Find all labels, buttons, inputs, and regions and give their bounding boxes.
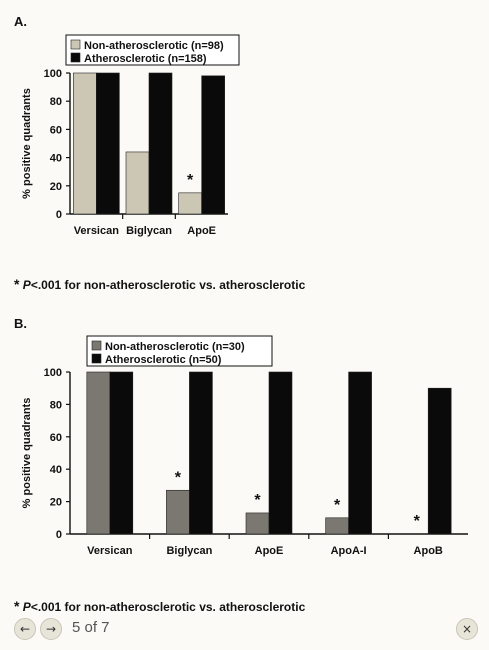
chart-a: 0 20 40 60 80 100 % positive quadrants Versican…	[21, 34, 240, 237]
chart-b-category-label-3: ApoA-I	[331, 545, 367, 557]
chart-a-ytick-label-4: 80	[50, 96, 62, 108]
footnote-b: * P<.001 for non-atherosclerotic vs. ath…	[14, 598, 305, 614]
footnote-a-p: P	[22, 278, 31, 292]
chart-b-bar-non-athero-2	[245, 512, 270, 535]
footnote-b-text: <.001 for non-atherosclerotic vs. athero…	[30, 600, 306, 614]
chart-b-category-label-0: Versican	[87, 545, 133, 557]
chart-b-legend-swatch-0	[91, 340, 102, 351]
chart-b-category-label-4: ApoB	[414, 545, 443, 557]
chart-b-bar-athero-4	[427, 387, 452, 535]
right-arrow-icon: →	[45, 622, 57, 636]
close-button[interactable]: ×	[456, 618, 478, 640]
chart-b-category-label-1: Biglycan	[166, 545, 212, 557]
chart-a-bar-non-athero-2	[178, 192, 202, 215]
chart-b-legend-swatch-1	[91, 353, 102, 364]
chart-a-y-axis-label: % positive quadrants	[21, 88, 33, 199]
chart-b-legend-label-0: Non-atherosclerotic (n=30)	[105, 341, 245, 353]
panel-b-label: B.	[14, 316, 27, 331]
chart-a-ytick-label-2: 40	[50, 153, 62, 165]
chart-a-ytick-label-0: 0	[56, 209, 62, 221]
chart-b-ytick-label-4: 80	[50, 399, 62, 411]
chart-a-category-label-2: ApoE	[187, 225, 216, 237]
chart-b-ytick-label-5: 100	[44, 367, 62, 379]
left-arrow-icon: ←	[19, 622, 31, 636]
chart-b-bar-non-athero-0	[86, 371, 111, 535]
close-icon: ×	[461, 622, 473, 636]
chart-b-bar-athero-0	[109, 371, 134, 535]
chart-a-legend-swatch-0	[70, 39, 81, 50]
chart-b-ytick-label-1: 20	[50, 497, 62, 509]
chart-a-bar-athero-1	[148, 72, 173, 215]
chart-a-ytick-label-3: 60	[50, 124, 62, 136]
chart-b-significance-marker-2: *	[254, 492, 261, 509]
chart-a-legend-label-1: Atherosclerotic (n=158)	[84, 53, 207, 65]
chart-b-ytick-label-2: 40	[50, 464, 62, 476]
chart-b-significance-marker-3: *	[334, 497, 341, 514]
footnote-a-text: <.001 for non-atherosclerotic vs. athero…	[30, 278, 306, 292]
footnote-a: * P<.001 for non-atherosclerotic vs. ath…	[14, 276, 305, 292]
chart-a-ytick-label-1: 20	[50, 181, 62, 193]
pager-bar: ← → 5 of 7 ×	[0, 612, 489, 650]
chart-a-bar-athero-0	[96, 72, 120, 215]
chart-a-bar-athero-2	[201, 75, 225, 215]
chart-b-bar-athero-3	[348, 371, 372, 535]
footnote-b-p: P	[22, 600, 31, 614]
chart-b-significance-marker-4: *	[414, 513, 421, 530]
panel-a-label: A.	[14, 14, 27, 29]
chart-b-ytick-label-0: 0	[56, 529, 62, 541]
chart-b-bar-athero-1	[189, 371, 213, 535]
chart-b-bar-non-athero-3	[325, 517, 349, 535]
chart-b-ytick-label-3: 60	[50, 432, 62, 444]
chart-b-legend-box	[86, 335, 273, 367]
chart-a-bar-non-athero-1	[125, 151, 150, 215]
footnote-a-star: *	[14, 276, 20, 292]
chart-b: 0 20 40 60 80 100 % positive quadrants Versican…	[21, 335, 468, 557]
chart-a-ytick-label-5: 100	[44, 68, 62, 80]
chart-a-legend-swatch-1	[70, 52, 81, 63]
page-indicator: 5 of 7	[72, 619, 110, 636]
next-button[interactable]: →	[40, 618, 62, 640]
chart-b-bar-non-athero-1	[166, 489, 190, 535]
chart-a-legend-box	[65, 34, 240, 66]
chart-b-y-axis-label: % positive quadrants	[21, 398, 33, 509]
footnote-b-star: *	[14, 598, 20, 614]
chart-a-category-label-0: Versican	[74, 225, 120, 237]
chart-b-significance-marker-1: *	[175, 469, 182, 486]
chart-a-category-label-1: Biglycan	[126, 225, 172, 237]
chart-b-category-label-2: ApoE	[255, 545, 284, 557]
prev-button[interactable]: ←	[14, 618, 36, 640]
chart-b-bar-athero-2	[268, 371, 293, 535]
chart-b-legend-label-1: Atherosclerotic (n=50)	[105, 354, 222, 366]
chart-a-significance-marker-2: *	[187, 172, 194, 189]
chart-a-legend-label-0: Non-atherosclerotic (n=98)	[84, 40, 224, 52]
chart-a-bar-non-athero-0	[73, 72, 97, 215]
